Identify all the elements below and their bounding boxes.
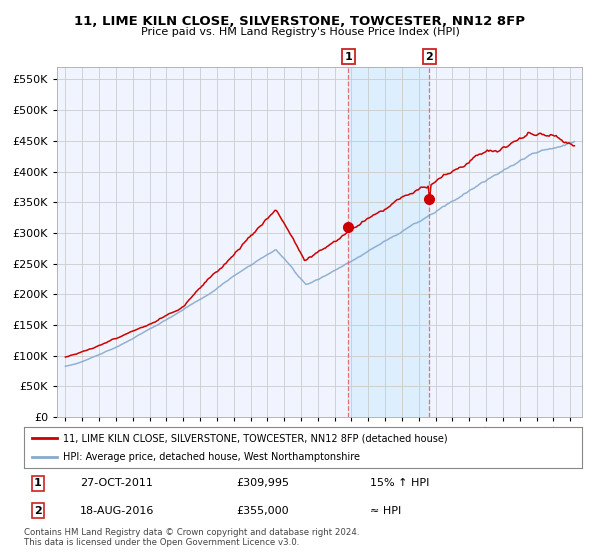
Text: Price paid vs. HM Land Registry's House Price Index (HPI): Price paid vs. HM Land Registry's House … bbox=[140, 27, 460, 37]
Text: HPI: Average price, detached house, West Northamptonshire: HPI: Average price, detached house, West… bbox=[63, 452, 360, 461]
Text: 11, LIME KILN CLOSE, SILVERSTONE, TOWCESTER, NN12 8FP (detached house): 11, LIME KILN CLOSE, SILVERSTONE, TOWCES… bbox=[63, 433, 448, 443]
Text: 1: 1 bbox=[34, 478, 42, 488]
Text: 2: 2 bbox=[34, 506, 42, 516]
Text: Contains HM Land Registry data © Crown copyright and database right 2024.
This d: Contains HM Land Registry data © Crown c… bbox=[24, 528, 359, 547]
Text: ≈ HPI: ≈ HPI bbox=[370, 506, 401, 516]
Text: 18-AUG-2016: 18-AUG-2016 bbox=[80, 506, 154, 516]
Text: 15% ↑ HPI: 15% ↑ HPI bbox=[370, 478, 430, 488]
Bar bbox=[349, 67, 430, 417]
Text: 27-OCT-2011: 27-OCT-2011 bbox=[80, 478, 152, 488]
Text: 1: 1 bbox=[344, 52, 352, 62]
Text: 11, LIME KILN CLOSE, SILVERSTONE, TOWCESTER, NN12 8FP: 11, LIME KILN CLOSE, SILVERSTONE, TOWCES… bbox=[74, 15, 526, 28]
Text: £355,000: £355,000 bbox=[236, 506, 289, 516]
Text: £309,995: £309,995 bbox=[236, 478, 289, 488]
Text: 2: 2 bbox=[425, 52, 433, 62]
